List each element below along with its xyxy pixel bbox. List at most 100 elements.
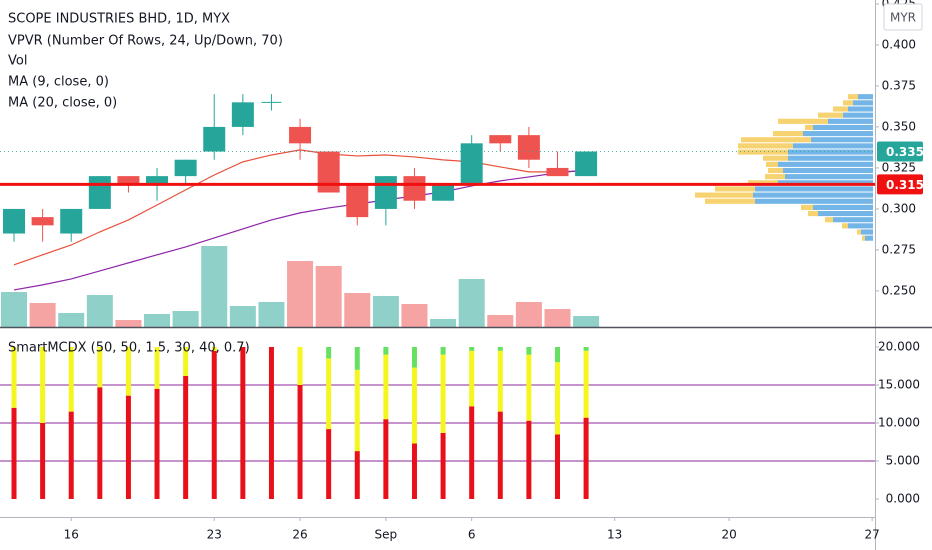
profile-up xyxy=(858,94,873,100)
indicator-bar xyxy=(497,346,503,351)
profile-down xyxy=(748,180,778,186)
ma-line xyxy=(13,169,587,291)
profile-down xyxy=(715,186,755,192)
indicator-bar xyxy=(354,451,360,499)
profile-down xyxy=(765,174,785,180)
profile-down xyxy=(705,198,755,204)
profile-down xyxy=(738,149,788,155)
indicator-bar xyxy=(411,346,417,368)
indicator-bar xyxy=(354,346,360,370)
indicator-bar xyxy=(554,434,560,499)
legend-entry: MA (9, close, 0) xyxy=(8,75,109,90)
indicator-bar xyxy=(554,362,560,435)
profile-up xyxy=(778,161,873,167)
profile-down xyxy=(818,112,843,118)
candle-body xyxy=(146,176,169,185)
profile-down xyxy=(741,137,811,143)
volume-bar xyxy=(544,309,571,327)
profile-down xyxy=(773,131,803,137)
volume-bar xyxy=(258,302,285,327)
currency-box[interactable] xyxy=(883,3,923,31)
x-tick-label: 27 xyxy=(864,528,879,542)
x-tick-label: 13 xyxy=(607,528,622,542)
chart-title: SCOPE INDUSTRIES BHD, 1D, MYX xyxy=(8,12,230,27)
profile-down xyxy=(833,106,848,112)
indicator-title: SmartMCDX (50, 50, 1.5, 30, 40, 0.7) xyxy=(8,341,250,356)
profile-up xyxy=(833,217,873,223)
profile-down xyxy=(808,210,818,217)
x-tick-label: 26 xyxy=(292,528,307,542)
indicator-bar xyxy=(583,417,589,499)
profile-up xyxy=(813,204,873,210)
indicator-bar xyxy=(469,346,475,351)
volume-bar xyxy=(573,316,600,327)
profile-down xyxy=(857,229,861,235)
y-tick-label: 15.000 xyxy=(878,377,920,391)
profile-down xyxy=(843,100,853,106)
indicator-bar xyxy=(497,411,503,499)
profile-down xyxy=(768,167,783,174)
volume-bar xyxy=(172,311,199,327)
y-tick-label: 0.000 xyxy=(886,491,920,505)
candle-body xyxy=(203,126,226,152)
indicator-bar xyxy=(326,358,332,430)
indicator-bar xyxy=(125,395,131,499)
indicator-bar xyxy=(240,346,246,499)
legend-entry: MA (20, close, 0) xyxy=(8,96,117,111)
indicator-bar xyxy=(411,367,417,444)
indicator-bar xyxy=(326,429,332,499)
volume-bar xyxy=(344,293,371,327)
indicator-bar xyxy=(97,387,103,499)
profile-up xyxy=(848,106,873,112)
indicator-bar xyxy=(297,346,303,385)
indicator-bar xyxy=(354,369,360,452)
candle-body xyxy=(317,151,340,193)
indicator-bar xyxy=(11,407,17,499)
volume-bar xyxy=(201,246,228,327)
candle-body xyxy=(88,176,111,209)
profile-down xyxy=(778,118,828,124)
profile-down xyxy=(763,155,788,161)
profile-up xyxy=(843,112,873,118)
volume-bar xyxy=(515,302,542,327)
volume-bar xyxy=(229,306,256,327)
currency: MYR xyxy=(890,11,916,25)
indicator-bar xyxy=(583,350,589,418)
indicator-bar xyxy=(11,346,17,408)
volume-bar xyxy=(401,304,428,327)
y-tick-label: 5.000 xyxy=(886,453,920,467)
candle-body xyxy=(460,143,483,185)
candle-body xyxy=(374,176,397,209)
candle-body xyxy=(546,167,569,177)
profile-up xyxy=(783,167,873,174)
volume-bar xyxy=(487,315,514,327)
candle-body xyxy=(3,208,26,234)
indicator-bar xyxy=(497,350,503,412)
profile-down xyxy=(738,143,793,149)
candle-body xyxy=(432,184,455,201)
profile-up xyxy=(848,223,873,229)
candle-body xyxy=(289,126,312,144)
candle-body xyxy=(117,176,140,185)
y-tick-label: 0.350 xyxy=(882,119,916,133)
profile-up xyxy=(788,149,873,155)
indicator-bar xyxy=(68,411,74,499)
indicator-bar xyxy=(40,346,46,423)
indicator-bar xyxy=(97,346,103,388)
price-tag-label: 0.315 xyxy=(886,178,924,192)
profile-up xyxy=(865,235,873,241)
indicator-bar xyxy=(40,422,46,499)
candle-body xyxy=(403,176,426,201)
indicator-bar xyxy=(526,354,532,421)
profile-down xyxy=(862,235,865,241)
price-tag xyxy=(877,141,923,162)
volume-bar xyxy=(29,303,56,327)
indicator-bar xyxy=(469,350,475,407)
indicator-bar xyxy=(440,354,446,433)
y-tick-label: 0.325 xyxy=(882,160,916,174)
candle-body xyxy=(31,217,54,226)
indicator-bar xyxy=(154,388,160,499)
volume-bar xyxy=(1,292,28,327)
indicator-bar xyxy=(125,346,131,396)
indicator-bar xyxy=(526,346,532,355)
